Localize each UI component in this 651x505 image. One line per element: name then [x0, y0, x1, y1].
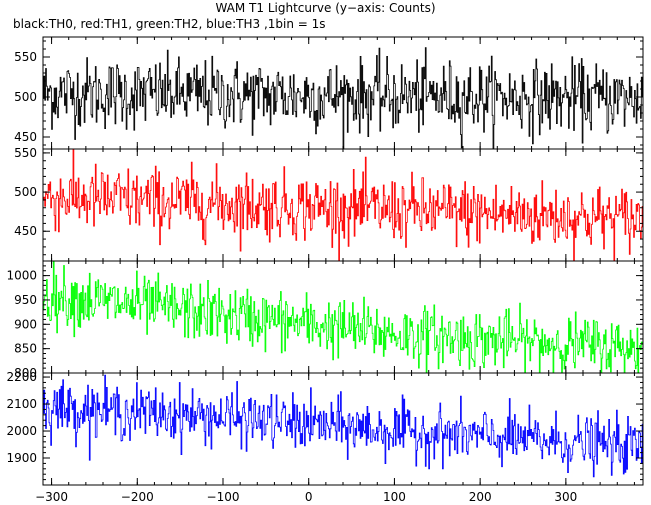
y-tick-label: 2200 — [6, 370, 37, 384]
chart-title: WAM T1 Lightcurve (y−axis: Counts) — [215, 1, 436, 15]
x-tick-label: 200 — [469, 490, 492, 504]
y-tick-label: 550 — [14, 146, 37, 160]
panel-frame-th3 — [42, 372, 644, 486]
y-tick-label: 2100 — [6, 397, 37, 411]
series-th3 — [43, 374, 643, 478]
y-tick-label: 950 — [14, 293, 37, 307]
y-tick-label: 2000 — [6, 424, 37, 438]
x-tick-label: 300 — [554, 490, 577, 504]
y-tick-label: 900 — [14, 317, 37, 331]
y-tick-label: 500 — [14, 90, 37, 104]
x-tick-label: 0 — [305, 490, 313, 504]
x-tick-label: 100 — [383, 490, 406, 504]
series-th0 — [43, 47, 643, 149]
y-tick-label: 1000 — [6, 269, 37, 283]
series-th2 — [43, 261, 643, 373]
y-tick-label: 450 — [14, 224, 37, 238]
y-tick-label: 850 — [14, 342, 37, 356]
y-tick-label: 500 — [14, 185, 37, 199]
series-th1 — [43, 149, 643, 261]
x-tick-label: −100 — [207, 490, 240, 504]
x-tick-label: −300 — [35, 490, 68, 504]
x-tick-label: −200 — [121, 490, 154, 504]
chart-subtitle: black:TH0, red:TH1, green:TH2, blue:TH3 … — [13, 17, 326, 31]
y-tick-label: 450 — [14, 130, 37, 144]
y-tick-label: 1900 — [6, 451, 37, 465]
y-tick-label: 550 — [14, 50, 37, 64]
y-tick-label: 800 — [14, 366, 37, 380]
